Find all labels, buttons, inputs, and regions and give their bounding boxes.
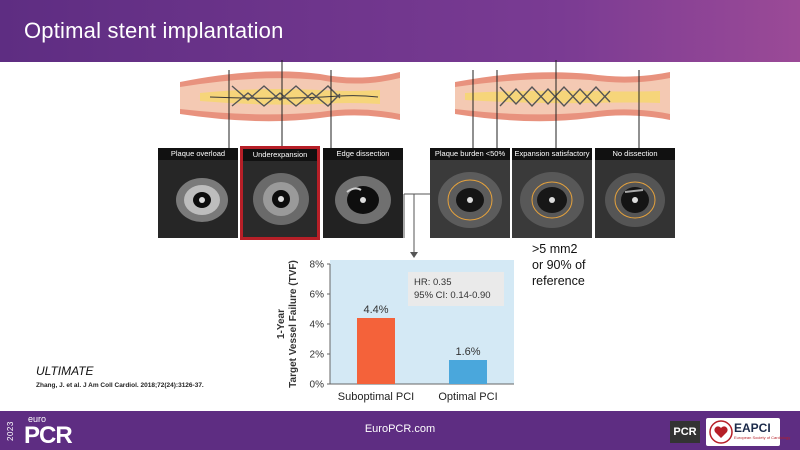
- y-tick-label: 4%: [310, 320, 325, 331]
- ivus-panel-no-dissection: No dissection: [595, 148, 675, 238]
- footer-url[interactable]: EuroPCR.com: [364, 423, 436, 435]
- ivus-label: Plaque overload: [158, 148, 238, 160]
- ivus-label: Underexpansion: [243, 149, 317, 161]
- y-tick-label: 6%: [310, 290, 325, 301]
- eapci-subtext: European Society of Cardiology: [734, 435, 791, 440]
- y-axis-label: 1-Year: [276, 309, 287, 339]
- hazard-ratio: HR: 0.35: [414, 277, 452, 288]
- eapci-logo: EAPCI European Society of Cardiology: [706, 418, 790, 446]
- vessel-illustrations: [180, 60, 670, 150]
- vessel-optimal: [455, 60, 670, 150]
- footer-bar: 2023 euro PCR EuroPCR.com PCR EAPCI Euro…: [0, 411, 800, 450]
- header-bar: Optimal stent implantation: [0, 0, 800, 62]
- ivus-label: No dissection: [595, 148, 675, 160]
- ivus-panel-underexpansion: Underexpansion: [240, 146, 320, 240]
- ivus-panel-plaque-burden: Plaque burden <50%: [430, 148, 510, 238]
- data-label: 1.6%: [455, 346, 480, 358]
- heart-icon: [709, 420, 733, 444]
- category-label: Optimal PCI: [438, 391, 497, 403]
- expansion-criteria-note: >5 mm2 or 90% of reference: [532, 241, 612, 289]
- y-tick-label: 8%: [310, 260, 325, 271]
- ivus-label: Edge dissection: [323, 148, 403, 160]
- ivus-panel-expansion-satisfactory: Expansion satisfactory: [512, 148, 592, 238]
- bar-suboptimal: [357, 318, 395, 384]
- slide-title: Optimal stent implantation: [24, 18, 284, 43]
- y-tick-label: 0%: [310, 380, 325, 391]
- confidence-interval: 95% CI: 0.14-0.90: [414, 290, 491, 301]
- hazard-ratio-box: HR: 0.35 95% CI: 0.14-0.90: [408, 272, 504, 306]
- citation: Zhang, J. et al. J Am Coll Cardiol. 2018…: [36, 382, 204, 389]
- ivus-panel-edge-dissection: Edge dissection: [323, 148, 403, 238]
- europcr-logo-euro: euro: [28, 414, 47, 424]
- y-tick-label: 2%: [310, 350, 325, 361]
- ivus-panel-plaque-overload: Plaque overload: [158, 148, 238, 238]
- europcr-logo-pcr: PCR: [24, 422, 73, 449]
- ivus-label: Expansion satisfactory: [512, 148, 592, 160]
- study-name: ULTIMATE: [36, 364, 94, 378]
- ivus-label: Plaque burden <50%: [430, 148, 510, 160]
- vessel-suboptimal: [180, 60, 400, 150]
- bar-optimal: [449, 360, 487, 384]
- eapci-text: EAPCI: [734, 421, 771, 435]
- pcr-badge-logo: PCR: [670, 421, 700, 443]
- note-line: or 90% of: [532, 258, 586, 272]
- note-line: reference: [532, 274, 585, 288]
- note-line: >5 mm2: [532, 242, 578, 256]
- category-label: Suboptimal PCI: [338, 391, 414, 403]
- y-axis-label: Target Vessel Failure (TVF): [288, 260, 299, 388]
- data-label: 4.4%: [363, 304, 388, 316]
